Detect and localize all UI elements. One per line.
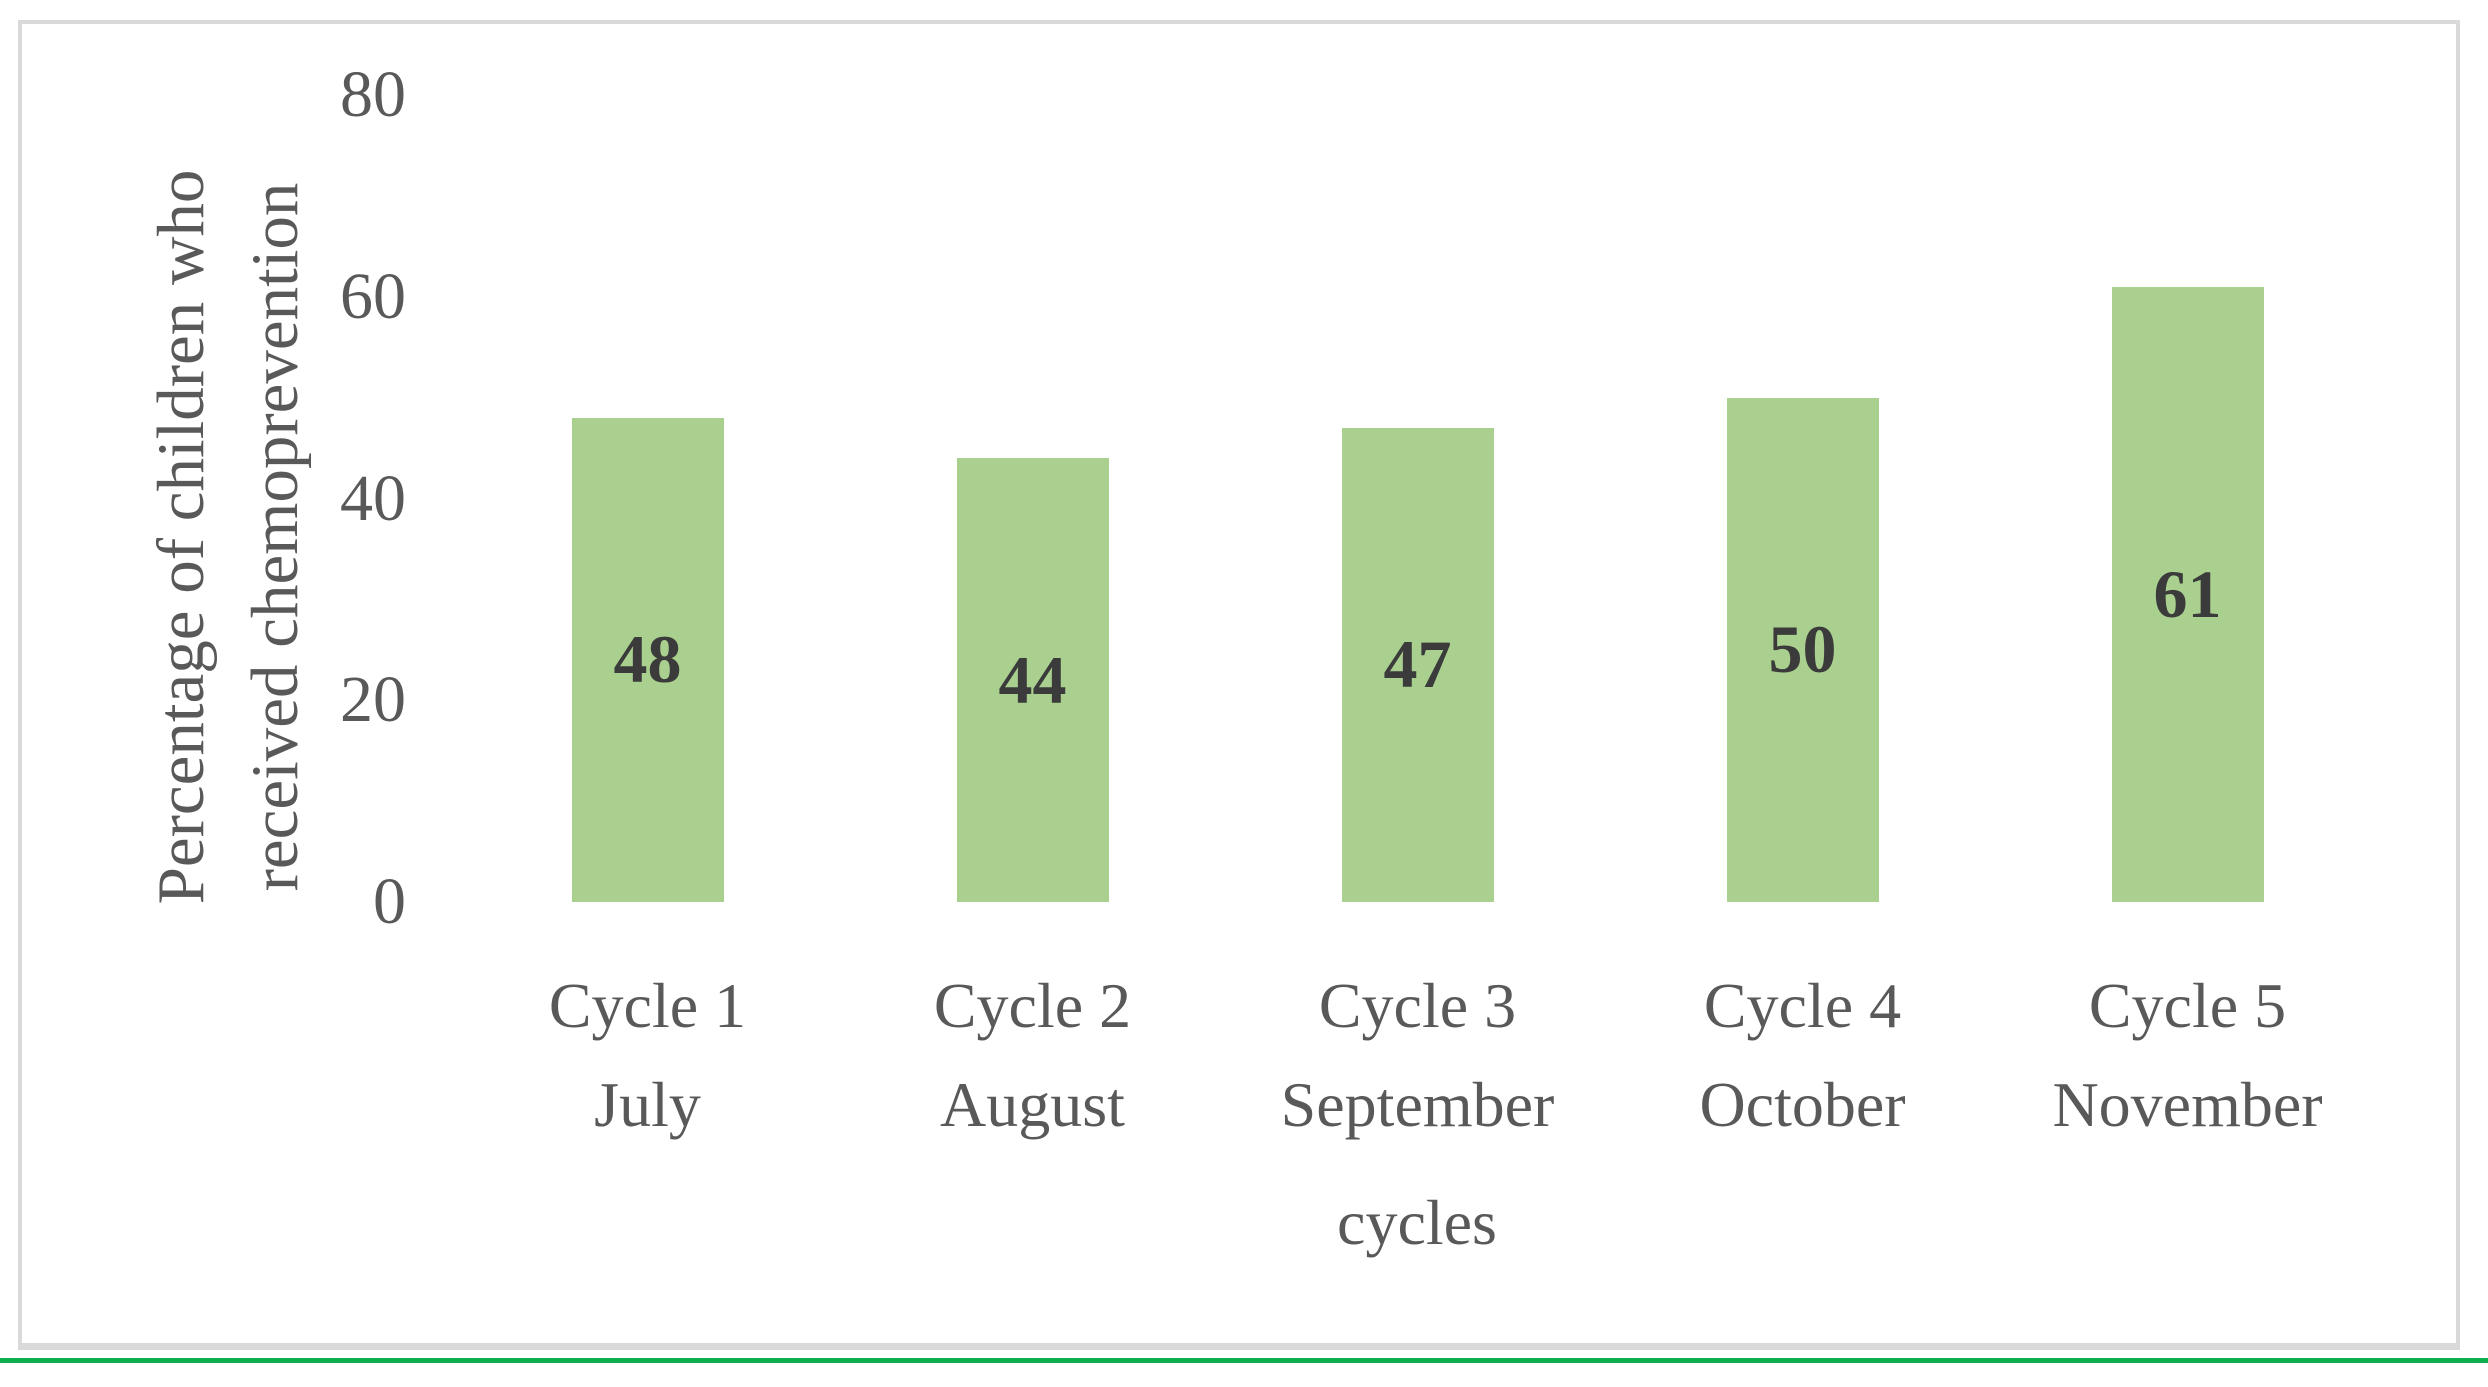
x-tick-label-line: October [1699, 1069, 1906, 1140]
bar-1: 48 [571, 417, 724, 902]
bar-2: 44 [956, 458, 1109, 902]
x-tick-label: Cycle 4 October [1610, 956, 1995, 1154]
plot-area: 48 44 47 50 61 [455, 95, 2380, 902]
y-tick-label: 80 [340, 58, 406, 131]
figure-border [18, 20, 2460, 1350]
x-tick-label-line: July [594, 1069, 701, 1140]
bar-value-label: 48 [613, 621, 682, 698]
x-tick-label: Cycle 3 September [1225, 956, 1610, 1154]
x-tick-label-line: August [940, 1069, 1125, 1140]
bar-slot: 61 [1995, 95, 2380, 902]
bar-slot: 44 [840, 95, 1225, 902]
x-tick-label: Cycle 1 July [455, 956, 840, 1154]
bar-3: 47 [1341, 427, 1494, 902]
x-tick-label-line: Cycle 2 [933, 970, 1132, 1041]
x-tick-label-line: September [1280, 1069, 1555, 1140]
x-axis-title: cycles [1337, 1187, 1497, 1258]
x-tick-label: Cycle 5 November [1995, 956, 2380, 1154]
y-tick-label: 0 [373, 865, 406, 938]
bar-value-label: 44 [998, 641, 1067, 718]
x-tick-label-line: Cycle 3 [1318, 970, 1517, 1041]
x-tick-label: Cycle 2 August [840, 956, 1225, 1154]
x-tick-label-line: Cycle 5 [2088, 970, 2287, 1041]
bar-value-label: 50 [1768, 611, 1837, 688]
bar-4: 50 [1726, 397, 1879, 902]
y-tick-label: 40 [340, 461, 406, 535]
y-tick-label: 20 [340, 663, 406, 737]
x-tick-label-line: November [2052, 1069, 2323, 1140]
x-axis-labels: Cycle 1 July Cycle 2 August Cycle 3 September… [455, 956, 2380, 1176]
bar-5: 61 [2111, 286, 2264, 902]
bottom-green-rule [0, 1358, 2488, 1363]
bar-value-label: 47 [1383, 626, 1452, 703]
bar-value-label: 61 [2153, 555, 2222, 632]
bar-slot: 48 [455, 95, 840, 902]
y-tick-label: 60 [340, 259, 406, 333]
bar-slot: 50 [1610, 95, 1995, 902]
x-tick-label-line: Cycle 4 [1703, 970, 1902, 1041]
bar-slot: 47 [1225, 95, 1610, 902]
x-tick-label-line: Cycle 1 [548, 970, 747, 1041]
